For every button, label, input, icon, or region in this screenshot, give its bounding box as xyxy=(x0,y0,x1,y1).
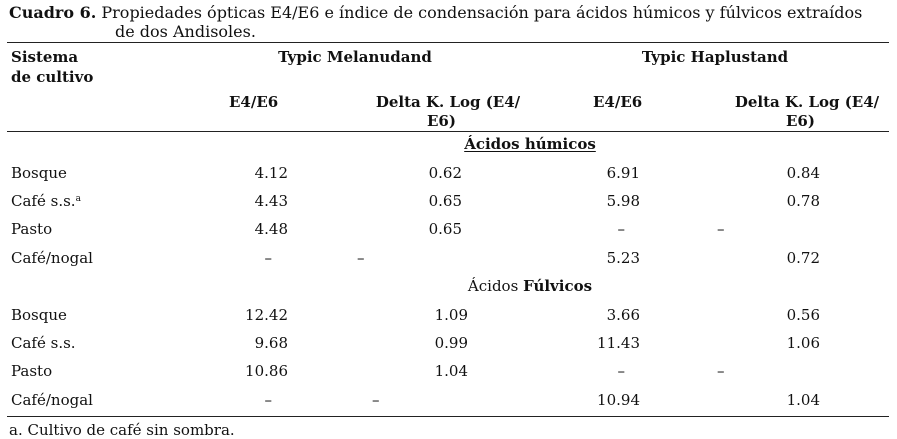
cell-h-e4e6: 10.94 xyxy=(597,391,640,409)
cell-m-delta: – xyxy=(357,249,365,267)
cell-h-delta: 0.56 xyxy=(786,306,820,324)
section-title-humicos: Ácidos húmicos xyxy=(464,135,596,153)
header-soil-melanudand: Typic Melanudand xyxy=(278,48,432,66)
header-sistema: Sistema xyxy=(11,48,79,66)
cell-m-e4e6: 10.86 xyxy=(245,362,288,380)
cell-m-delta: 1.09 xyxy=(434,306,468,324)
bottom-rule xyxy=(7,416,889,417)
header-soil-haplustand: Typic Haplustand xyxy=(641,48,789,66)
header-delta-melanudand-line2: E6) xyxy=(427,112,456,130)
cell-m-delta: 0.65 xyxy=(428,220,462,238)
cell-m-e4e6: 4.43 xyxy=(254,192,288,210)
cell-m-e4e6: – xyxy=(264,391,273,409)
caption-label: Cuadro 6. xyxy=(9,3,97,22)
cell-h-delta: – xyxy=(717,220,725,238)
cell-h-delta: 1.04 xyxy=(786,391,820,409)
row-sistema: Café/nogal xyxy=(11,249,93,267)
row-sistema: Café s.s.a xyxy=(11,192,81,210)
cell-m-delta: – xyxy=(372,391,380,409)
cell-h-e4e6: 11.43 xyxy=(597,334,640,352)
table-footnote: a. Cultivo de café sin sombra. xyxy=(9,421,235,439)
cell-m-e4e6: 12.42 xyxy=(245,306,288,324)
header-e4e6-haplustand: E4/E6 xyxy=(593,93,643,111)
row-sistema: Café/nogal xyxy=(11,391,93,409)
cell-m-delta: 1.04 xyxy=(434,362,468,380)
header-delta-haplustand-line1: Delta K. Log (E4/ xyxy=(734,93,880,111)
header-delta-melanudand-line1: Delta K. Log (E4/ xyxy=(375,93,521,111)
cell-h-e4e6: 6.91 xyxy=(606,164,640,182)
header-rule xyxy=(7,131,889,132)
cell-m-delta: 0.65 xyxy=(428,192,462,210)
caption-text-line2: de dos Andisoles. xyxy=(115,22,256,41)
cell-m-e4e6: 4.12 xyxy=(254,164,288,182)
cell-h-delta: 0.72 xyxy=(786,249,820,267)
row-sistema: Bosque xyxy=(11,164,67,182)
cell-h-e4e6: 5.98 xyxy=(606,192,640,210)
row-sistema: Bosque xyxy=(11,306,67,324)
cell-h-delta: 0.78 xyxy=(786,192,820,210)
cell-h-delta: 0.84 xyxy=(786,164,820,182)
cell-h-e4e6: – xyxy=(617,362,626,380)
header-delta-haplustand-line2: E6) xyxy=(786,112,815,130)
cell-m-e4e6: – xyxy=(264,249,273,267)
cell-h-delta: – xyxy=(717,362,725,380)
cell-h-e4e6: – xyxy=(617,220,626,238)
cell-m-e4e6: 4.48 xyxy=(254,220,288,238)
header-de-cultivo: de cultivo xyxy=(11,68,94,86)
caption-text-line1: Propiedades ópticas E4/E6 e índice de co… xyxy=(101,3,863,22)
table-caption: Cuadro 6. Propiedades ópticas E4/E6 e ín… xyxy=(9,3,862,22)
cell-m-e4e6: 9.68 xyxy=(254,334,288,352)
cell-m-delta: 0.62 xyxy=(428,164,462,182)
header-e4e6-melanudand: E4/E6 xyxy=(229,93,279,111)
row-sistema: Pasto xyxy=(11,362,53,380)
cell-h-e4e6: 5.23 xyxy=(606,249,640,267)
footnote-marker: a xyxy=(75,194,81,204)
cell-h-e4e6: 3.66 xyxy=(606,306,640,324)
row-sistema: Pasto xyxy=(11,220,53,238)
row-sistema: Café s.s. xyxy=(11,334,76,352)
cell-m-delta: 0.99 xyxy=(434,334,468,352)
top-rule xyxy=(7,42,889,43)
section-title-fulvicos: Ácidos Fúlvicos xyxy=(467,277,593,295)
cell-h-delta: 1.06 xyxy=(786,334,820,352)
